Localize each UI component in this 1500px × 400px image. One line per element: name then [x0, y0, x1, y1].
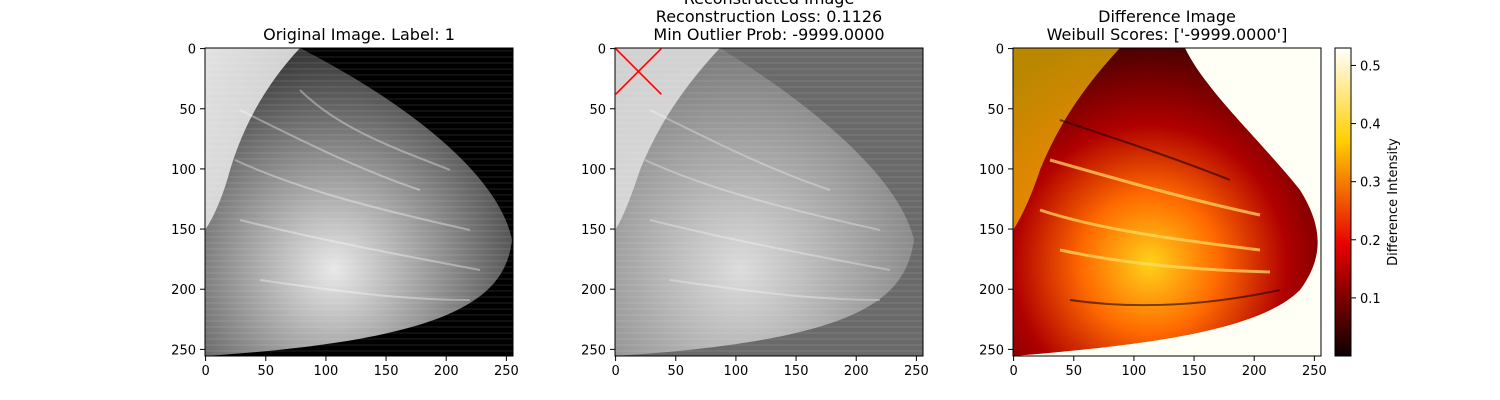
panel-1-ticks: 0 50 100 150 200 250 0 50 100 150 200 250 [171, 43, 519, 379]
y-tick-label: 200 [979, 283, 1004, 298]
panel-3-title-line-2: Weibull Scores: ['-9999.0000'] [1047, 25, 1288, 44]
panel-2-title-line-3: Min Outlier Prob: -9999.0000 [653, 25, 884, 44]
y-tick-label: 0 [996, 43, 1004, 58]
original-image [205, 48, 513, 356]
colorbar-label: Difference Intensity [1386, 138, 1401, 266]
panel-reconstructed: 0 50 100 150 200 250 0 50 100 150 200 250 Reconstru… [581, 0, 929, 379]
panel-3-title-line-1: Difference Image [1098, 7, 1236, 26]
x-tick-label: 200 [1242, 364, 1267, 379]
panel-1-title: Original Image. Label: 1 [263, 25, 455, 44]
colorbar-tick-label: 0.3 [1360, 176, 1381, 191]
x-tick-label: 50 [667, 364, 684, 379]
x-tick-label: 250 [494, 364, 519, 379]
y-tick-label: 50 [179, 103, 196, 118]
x-tick-label: 150 [1182, 364, 1207, 379]
y-tick-label: 50 [987, 103, 1004, 118]
y-tick-label: 0 [598, 43, 606, 58]
y-tick-label: 100 [979, 163, 1004, 178]
y-tick-label: 100 [581, 163, 606, 178]
x-tick-label: 250 [1302, 364, 1327, 379]
y-tick-label: 100 [171, 163, 196, 178]
panel-original: 0 50 100 150 200 250 0 50 100 150 200 250 Original … [171, 25, 519, 379]
reconstructed-image [615, 48, 923, 356]
colorbar-ticks: 0.1 0.2 0.3 0.4 0.5 [1351, 59, 1381, 307]
y-tick-label: 250 [171, 343, 196, 358]
panel-3-ticks: 0 50 100 150 200 250 0 50 100 150 200 250 [979, 43, 1327, 379]
x-tick-label: 0 [1009, 364, 1017, 379]
panel-2-title-line-1: Reconstructed Image [684, 0, 855, 8]
y-tick-label: 200 [171, 283, 196, 298]
colorbar-tick-label: 0.2 [1360, 234, 1381, 249]
y-tick-label: 250 [979, 343, 1004, 358]
panel-2-ticks: 0 50 100 150 200 250 0 50 100 150 200 250 [581, 43, 929, 379]
colorbar [1334, 47, 1352, 357]
x-tick-label: 250 [904, 364, 929, 379]
x-tick-label: 100 [314, 364, 339, 379]
x-tick-label: 0 [611, 364, 619, 379]
panel-difference: 0 50 100 150 200 250 0 50 100 150 200 250 Differenc… [979, 7, 1401, 379]
x-tick-label: 200 [434, 364, 459, 379]
x-tick-label: 50 [1065, 364, 1082, 379]
marker-stroke-2 [615, 48, 662, 95]
y-tick-label: 0 [188, 43, 196, 58]
colorbar-tick-label: 0.5 [1360, 59, 1381, 74]
y-tick-label: 250 [581, 343, 606, 358]
x-tick-label: 200 [844, 364, 869, 379]
x-tick-label: 100 [724, 364, 749, 379]
x-tick-label: 100 [1122, 364, 1147, 379]
y-tick-label: 150 [581, 223, 606, 238]
colorbar-tick-label: 0.4 [1360, 118, 1381, 133]
x-tick-label: 150 [784, 364, 809, 379]
y-tick-label: 150 [979, 223, 1004, 238]
x-tick-label: 0 [201, 364, 209, 379]
x-tick-label: 50 [257, 364, 274, 379]
colorbar-tick-label: 0.1 [1360, 292, 1381, 307]
y-tick-label: 200 [581, 283, 606, 298]
panel-2-title-line-2: Reconstruction Loss: 0.1126 [656, 7, 882, 26]
difference-heatmap [1013, 48, 1321, 356]
y-tick-label: 50 [589, 103, 606, 118]
outlier-x-marker [615, 48, 662, 95]
y-tick-label: 150 [171, 223, 196, 238]
x-tick-label: 150 [374, 364, 399, 379]
